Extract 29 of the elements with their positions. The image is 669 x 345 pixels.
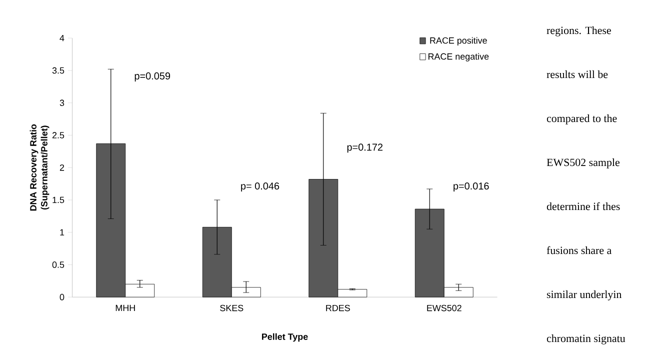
x-tick-label: SKES [220, 304, 244, 312]
text: regions. These [546, 26, 611, 36]
annotation: p= 0.046 [241, 182, 280, 192]
legend-label: RACE positive [430, 37, 487, 46]
y-tick-label: 2 [60, 164, 64, 171]
y-tick-label: 1.5 [52, 196, 64, 204]
y-tick-label: 2.5 [52, 132, 64, 138]
y-tick-label: 4 [60, 35, 64, 42]
text: EWS502 sample [546, 158, 620, 168]
x-tick-label: RDES [326, 304, 350, 312]
x-tick-label: MHH [116, 304, 135, 312]
x-tick-label: EWS502 [427, 304, 462, 312]
annotation: p=0.172 [347, 144, 383, 153]
text: fusions share a [546, 246, 612, 254]
y-tick-label: 1 [60, 229, 64, 236]
annotation: p=0.016 [454, 182, 489, 192]
y-tick-label: 0 [60, 294, 64, 300]
text: compared to the [546, 114, 617, 124]
annotation: p=0.059 [134, 72, 170, 82]
y-tick-label: 3 [60, 100, 64, 106]
y-tick-label: 0.5 [52, 262, 64, 268]
text: results will be [546, 70, 608, 78]
text: determine if thes [546, 202, 620, 210]
legend-label: RACE negative [428, 53, 489, 62]
y-axis-title: DNA Recovery Ratio (Supernatant/Pellet) [30, 124, 50, 211]
y-tick-label: 3.5 [52, 67, 64, 74]
text: similar underlyin [546, 290, 622, 300]
x-axis-title: Pellet Type [262, 333, 308, 342]
text: chromatin signatu [546, 334, 626, 344]
